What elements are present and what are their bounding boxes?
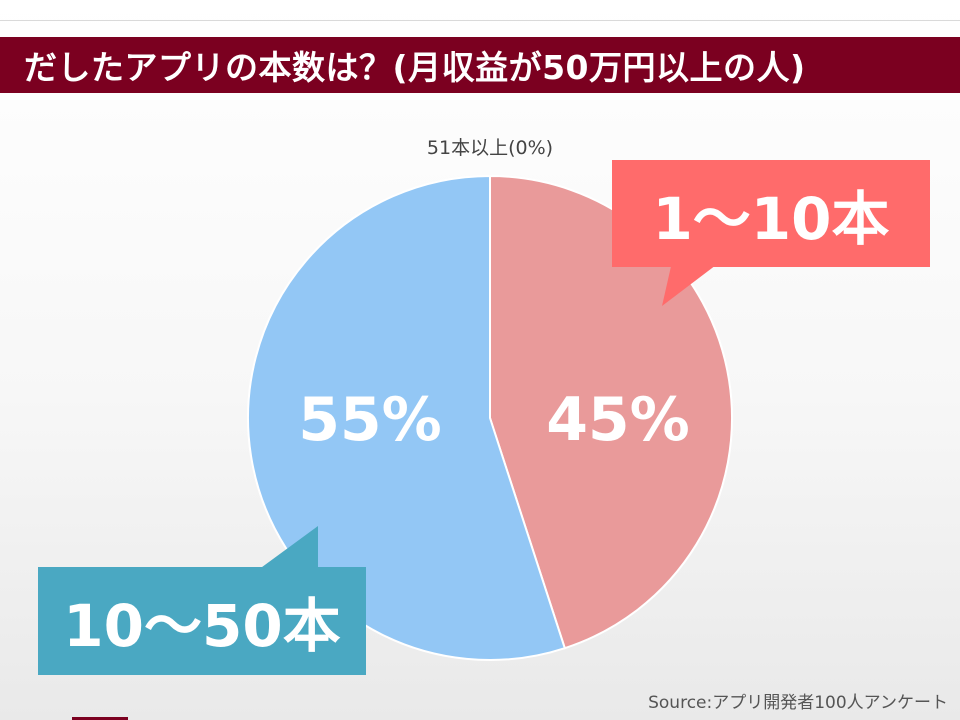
pie-slices (247, 174, 733, 661)
slice-value-1-10: 45% (546, 385, 690, 455)
chart-title: だしたアプリの本数は？(月収益が50万円以上の人) (24, 48, 806, 87)
callout-10-50: 10〜50本 (38, 567, 366, 675)
callout-red-pointer (662, 262, 720, 306)
corner-mark (72, 717, 128, 720)
top-rule (0, 20, 960, 21)
callout-1-10: 1〜10本 (612, 160, 930, 267)
callout-teal-pointer (258, 526, 318, 570)
source-note: Source:アプリ開発者100人アンケート (648, 693, 948, 713)
slice-value-10-50: 55% (298, 385, 442, 455)
slice-label-51-plus: 51本以上(0%) (426, 137, 554, 159)
title-bar: だしたアプリの本数は？(月収益が50万円以上の人) (0, 37, 960, 93)
slice-10-50 (247, 174, 567, 661)
